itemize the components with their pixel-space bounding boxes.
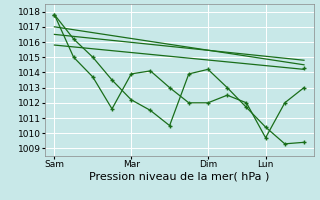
X-axis label: Pression niveau de la mer( hPa ): Pression niveau de la mer( hPa ) [89, 172, 269, 182]
